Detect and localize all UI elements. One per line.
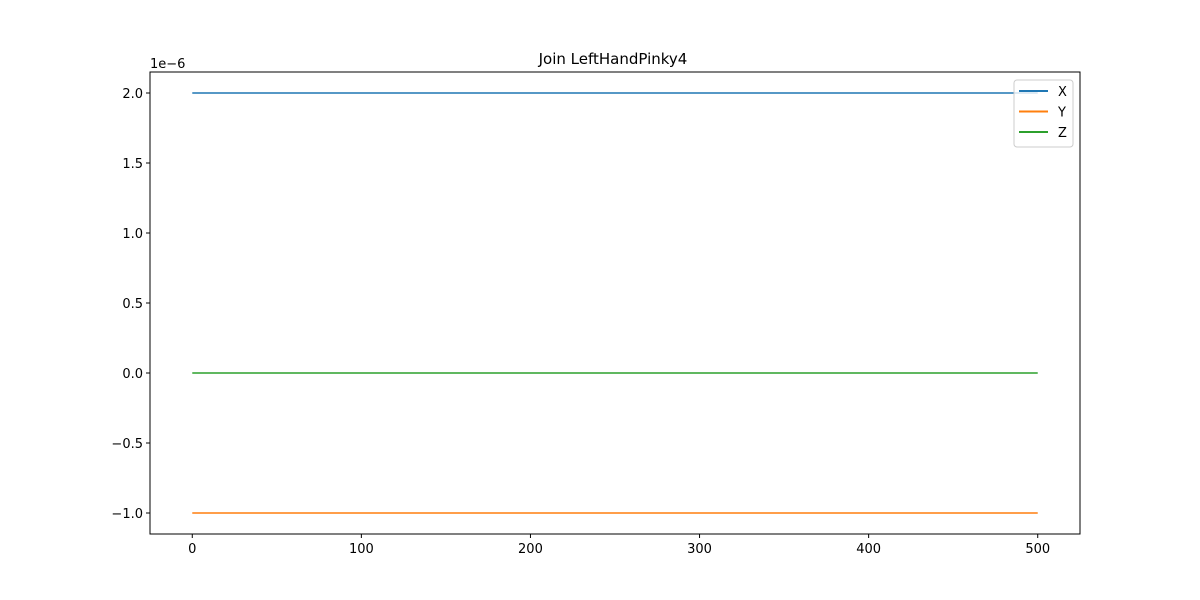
y-axis: −1.0 −0.5 0.0 0.5 1.0 1.5 2.0 [111,87,150,522]
x-tick-label: 500 [1025,542,1050,557]
y-tick-label: 0.5 [122,297,143,312]
legend-label-z: Z [1058,126,1067,141]
y-tick-label: 1.0 [122,227,143,242]
y-tick-label: 0.0 [122,367,143,382]
legend-label-x: X [1058,85,1067,100]
plot-frame [149,71,1081,535]
legend-label-y: Y [1057,106,1066,121]
series-lines [192,92,1038,514]
chart-title: Join LeftHandPinky4 [538,50,688,68]
x-tick-label: 400 [856,542,881,557]
y-tick-label: −0.5 [111,437,143,452]
legend-box [1013,79,1074,148]
x-axis: 0 100 200 300 400 500 [188,534,1050,557]
x-tick-label: 300 [687,542,712,557]
legend: XYZ [1013,79,1074,148]
x-tick-label: 100 [349,542,374,557]
y-tick-label: 2.0 [122,87,143,102]
y-tick-label: −1.0 [111,507,143,522]
x-tick-label: 200 [518,542,543,557]
y-tick-label: 1.5 [122,157,143,172]
y-axis-offset-label: 1e−6 [150,57,185,72]
x-tick-label: 0 [188,542,196,557]
